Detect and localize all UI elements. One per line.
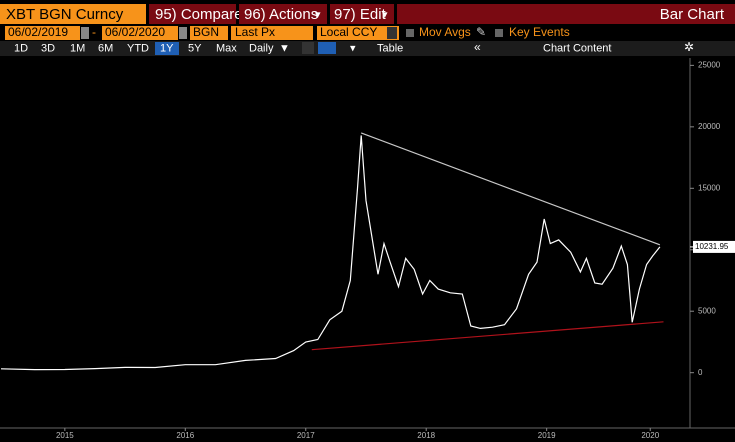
period-button[interactable]: 1D — [14, 42, 28, 54]
settings-icon[interactable]: ✲ — [684, 40, 694, 54]
y-tick-label: 15000 — [698, 183, 721, 192]
edit-icon[interactable]: ✎ — [476, 25, 486, 39]
security-field[interactable] — [0, 4, 146, 24]
y-tick-label: 0 — [698, 368, 703, 377]
view-title: Bar Chart — [660, 6, 725, 23]
dropdown-button[interactable] — [387, 27, 397, 39]
dropdown-arrow[interactable]: ▾ — [315, 9, 321, 21]
field[interactable]: Last Px — [235, 25, 275, 39]
currency-select[interactable] — [317, 26, 399, 40]
button[interactable] — [149, 4, 236, 24]
last-price-label: 10231.95 — [695, 242, 729, 251]
dropdown-arrow[interactable]: ▼ — [279, 42, 290, 54]
x-tick-label: 2018 — [417, 431, 435, 440]
source[interactable]: BGN — [193, 25, 219, 39]
button[interactable] — [330, 4, 394, 24]
table-button[interactable]: Table — [377, 42, 403, 54]
date-field[interactable] — [5, 26, 80, 40]
trendline — [360, 132, 661, 246]
y-tick-label: 25000 — [698, 60, 721, 69]
option[interactable]: Mov Avgs — [419, 25, 471, 39]
separator: - — [92, 25, 96, 39]
checkbox[interactable] — [495, 29, 503, 37]
y-tick-label: 20000 — [698, 122, 721, 131]
period-button[interactable]: 3D — [41, 42, 55, 54]
chart-tool[interactable] — [318, 42, 336, 54]
line-tool[interactable] — [302, 42, 314, 54]
frequency[interactable]: Daily — [249, 42, 274, 54]
x-tick-label: 2016 — [176, 431, 194, 440]
calendar-icon[interactable] — [81, 27, 89, 39]
period-button[interactable]: Max — [216, 42, 237, 54]
content-button[interactable]: Chart Content — [543, 42, 611, 54]
button[interactable] — [239, 4, 327, 24]
period-button[interactable]: 5Y — [188, 42, 202, 54]
x-tick-label: 2017 — [297, 431, 315, 440]
button-label[interactable]: 97) Edit — [334, 6, 387, 23]
source-field[interactable] — [190, 26, 228, 40]
chart: 0500010000150002000025000201520162017201… — [0, 58, 735, 440]
collapse-button[interactable]: « — [474, 40, 481, 54]
x-tick-label: 2019 — [538, 431, 556, 440]
security[interactable]: XBT BGN Curncy — [6, 6, 124, 23]
period-button[interactable]: 6M — [98, 42, 113, 54]
period-selected — [155, 42, 179, 55]
date-field[interactable] — [102, 26, 178, 40]
trendline — [311, 321, 664, 351]
button-label[interactable]: 96) Actions — [244, 6, 318, 23]
dropdown-arrow[interactable]: ▾ — [350, 42, 356, 54]
end-date[interactable]: 06/02/2020 — [105, 25, 165, 39]
y-tick-label: 5000 — [698, 306, 716, 315]
start-date[interactable]: 06/02/2019 — [8, 25, 68, 39]
checkbox[interactable] — [406, 29, 414, 37]
option[interactable]: Key Events — [509, 25, 570, 39]
price-line — [0, 135, 661, 371]
period-group: 1D 3D 1M 6M YTD 1Y 5Y Max — [14, 42, 237, 55]
dropdown-arrow[interactable]: ▾ — [382, 9, 388, 21]
button-label[interactable]: 95) Compare — [155, 6, 243, 23]
currency[interactable]: Local CCY — [320, 25, 377, 39]
calendar-icon[interactable] — [179, 27, 187, 39]
x-tick-label: 2015 — [56, 431, 74, 440]
period-button[interactable]: YTD — [127, 42, 149, 54]
field-select[interactable] — [231, 26, 313, 40]
last-price-box — [693, 240, 735, 253]
x-tick-label: 2020 — [641, 431, 659, 440]
period-button[interactable]: 1M — [70, 42, 85, 54]
period-bar — [0, 41, 735, 56]
period-button[interactable]: 1Y — [160, 42, 174, 54]
view-bar — [397, 4, 735, 24]
